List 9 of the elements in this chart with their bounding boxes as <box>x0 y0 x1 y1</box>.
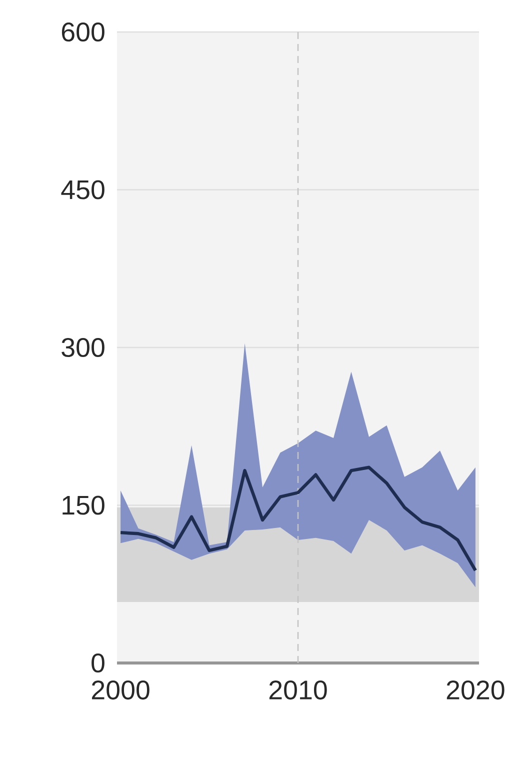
x-tick-label: 2020 <box>446 680 504 700</box>
y-tick-label: 600 <box>62 22 104 42</box>
line-series <box>118 466 478 572</box>
y-tick-label: 0 <box>92 653 104 673</box>
y-tick-label: 150 <box>62 496 104 515</box>
y-tick-label: 300 <box>62 338 104 358</box>
y-tick-label: 450 <box>61 180 104 200</box>
x-tick-label: 2010 <box>269 680 327 700</box>
x-tick-label: 2000 <box>92 680 150 700</box>
